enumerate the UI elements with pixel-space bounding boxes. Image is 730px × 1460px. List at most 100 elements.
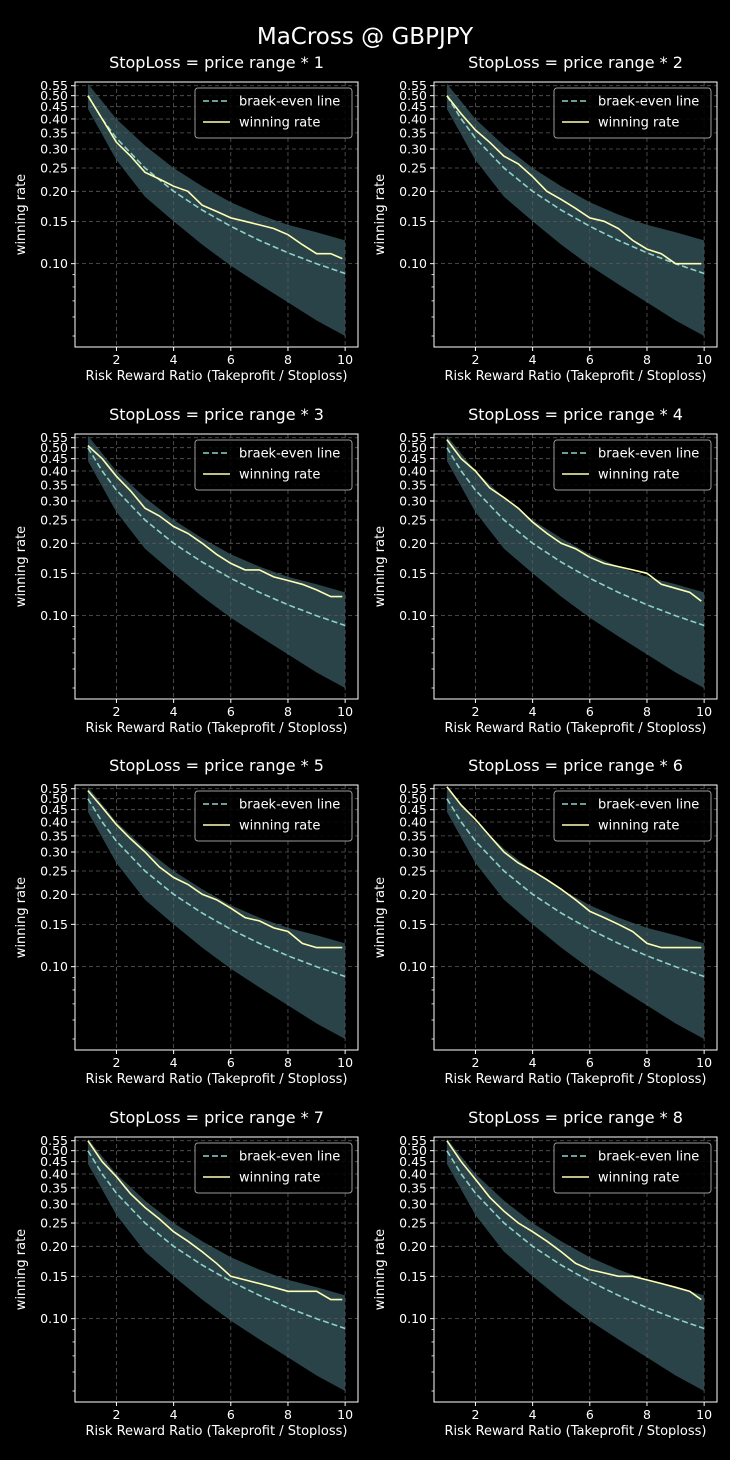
y-tick-label: 0.35	[399, 1180, 427, 1195]
y-tick-label: 0.15	[399, 214, 427, 229]
x-axis-label: Risk Reward Ratio (Takeprofit / Stoploss…	[86, 1072, 348, 1087]
legend-label: braek-even line	[239, 95, 340, 110]
y-tick-label: 0.45	[40, 1154, 68, 1169]
confidence-band	[87, 786, 346, 1039]
y-tick-label: 0.50	[40, 88, 68, 103]
x-tick-label: 10	[696, 352, 712, 367]
y-axis-label: winning rate	[14, 174, 29, 255]
x-tick-label: 4	[170, 1055, 178, 1070]
axes-frame	[433, 81, 718, 348]
y-tick-label: 0.45	[40, 802, 68, 817]
x-tick-label: 4	[529, 1055, 537, 1070]
y-tick-label: 0.15	[40, 566, 68, 581]
y-tick-label: 0.25	[399, 513, 427, 528]
y-tick-label: 0.40	[40, 814, 68, 829]
y-tick-label: 0.40	[40, 463, 68, 478]
legend-label: braek-even line	[598, 95, 699, 110]
y-tick-label: 0.30	[40, 844, 68, 859]
y-tick-label: 0.20	[40, 1239, 68, 1254]
chart-panel-3: StopLoss = price range * 3 2 4 6 8 10 0.10 0.15…	[14, 405, 359, 736]
y-tick-label: 0.50	[399, 1143, 427, 1158]
legend: braek-even line winning rate	[194, 790, 353, 842]
y-axis-label: winning rate	[14, 526, 29, 607]
x-tick-label: 6	[586, 704, 594, 719]
chart-panel-4: StopLoss = price range * 4 2 4 6 8 10 0.10 0.15…	[373, 405, 718, 736]
y-tick-label: 0.45	[40, 99, 68, 114]
axes-frame	[74, 433, 359, 700]
chart-title: StopLoss = price range * 1	[109, 53, 324, 72]
x-tick-label: 8	[643, 1407, 651, 1422]
axes-frame	[433, 1136, 718, 1403]
breakeven-line	[446, 447, 705, 627]
chart-panel-1: StopLoss = price range * 1 2 4 6 8 10 0.10 0.15…	[14, 53, 359, 384]
breakeven-line	[87, 447, 346, 627]
winning-rate-line	[87, 445, 343, 598]
chart-panel-5: StopLoss = price range * 5 2 4 6 8 10 0.10 0.15…	[14, 756, 359, 1087]
x-axis-label: Risk Reward Ratio (Takeprofit / Stoploss…	[445, 1424, 707, 1439]
axes-frame	[433, 433, 718, 700]
y-tick-label: 0.35	[40, 1180, 68, 1195]
y-tick-label: 0.35	[399, 477, 427, 492]
winning-rate-line	[446, 786, 702, 949]
x-tick-label: 8	[284, 352, 292, 367]
x-tick-label: 10	[696, 1055, 712, 1070]
y-tick-label: 0.55	[399, 430, 427, 445]
legend: braek-even line winning rate	[553, 87, 712, 139]
x-tick-label: 2	[471, 1407, 479, 1422]
y-tick-label: 0.45	[399, 99, 427, 114]
y-tick-label: 0.10	[399, 608, 427, 623]
y-tick-label: 0.50	[399, 88, 427, 103]
legend: braek-even line winning rate	[194, 87, 353, 139]
chart-panel-2: StopLoss = price range * 2 2 4 6 8 10 0.10 0.15…	[373, 53, 718, 384]
y-tick-label: 0.15	[399, 1269, 427, 1284]
x-axis-label: Risk Reward Ratio (Takeprofit / Stoploss…	[445, 369, 707, 384]
legend-box	[194, 439, 353, 491]
legend: braek-even line winning rate	[194, 1142, 353, 1194]
legend-box	[194, 790, 353, 842]
x-tick-label: 8	[643, 1055, 651, 1070]
winning-rate-line	[446, 439, 702, 602]
breakeven-line	[446, 1150, 705, 1330]
chart-title: StopLoss = price range * 4	[468, 405, 683, 424]
breakeven-line	[446, 95, 705, 275]
y-tick-label: 0.55	[399, 78, 427, 93]
x-tick-label: 2	[112, 352, 120, 367]
y-tick-label: 0.30	[399, 844, 427, 859]
confidence-band	[87, 1138, 346, 1391]
x-tick-label: 2	[112, 1055, 120, 1070]
x-tick-label: 8	[284, 1407, 292, 1422]
y-tick-label: 0.50	[40, 791, 68, 806]
x-axis-label: Risk Reward Ratio (Takeprofit / Stoploss…	[86, 1424, 348, 1439]
y-tick-label: 0.30	[399, 1196, 427, 1211]
y-tick-label: 0.55	[40, 781, 68, 796]
x-tick-label: 4	[529, 352, 537, 367]
legend-box	[553, 87, 712, 139]
confidence-band	[87, 435, 346, 688]
chart-title: StopLoss = price range * 2	[468, 53, 683, 72]
x-tick-label: 2	[112, 704, 120, 719]
y-axis-label: winning rate	[373, 877, 388, 958]
axes-frame	[433, 784, 718, 1051]
y-tick-label: 0.30	[40, 493, 68, 508]
y-tick-label: 0.40	[399, 814, 427, 829]
y-tick-label: 0.55	[399, 1133, 427, 1148]
chart-panel-8: StopLoss = price range * 8 2 4 6 8 10 0.10 0.15…	[373, 1108, 718, 1439]
chart-title: StopLoss = price range * 8	[468, 1108, 683, 1127]
y-tick-label: 0.40	[399, 1166, 427, 1181]
axes-frame	[74, 784, 359, 1051]
confidence-band	[446, 435, 705, 688]
y-tick-label: 0.40	[40, 111, 68, 126]
x-tick-label: 4	[529, 1407, 537, 1422]
x-tick-label: 4	[170, 1407, 178, 1422]
y-tick-label: 0.30	[40, 141, 68, 156]
legend-label: winning rate	[239, 468, 320, 483]
y-tick-label: 0.10	[399, 959, 427, 974]
x-tick-label: 2	[112, 1407, 120, 1422]
x-tick-label: 10	[337, 1055, 353, 1070]
y-tick-label: 0.15	[40, 917, 68, 932]
y-tick-label: 0.20	[399, 887, 427, 902]
x-tick-label: 10	[337, 704, 353, 719]
legend-label: winning rate	[239, 1171, 320, 1186]
y-tick-label: 0.35	[40, 828, 68, 843]
winning-rate-line	[446, 95, 702, 265]
